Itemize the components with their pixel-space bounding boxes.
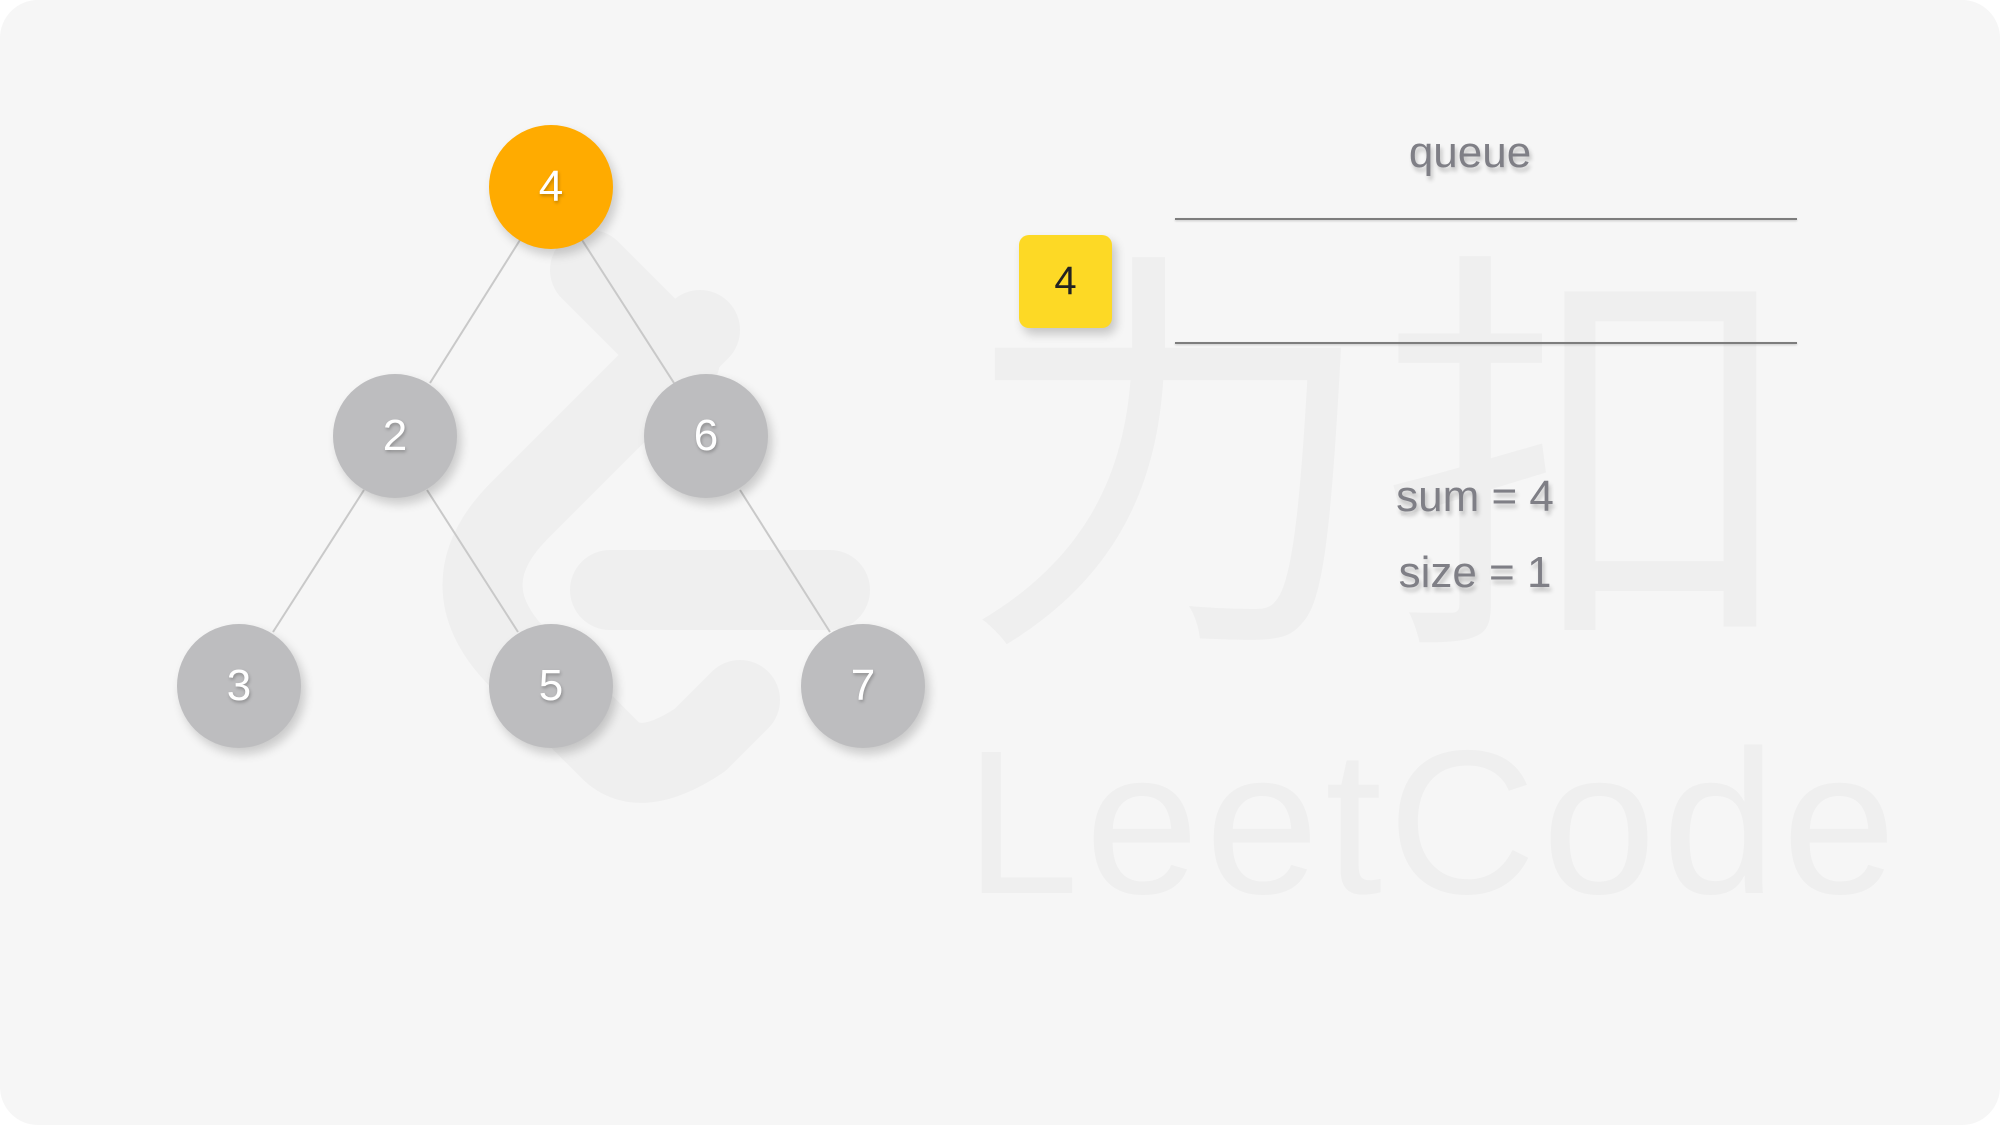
- size-label: size = 1: [1398, 548, 1552, 597]
- queue-bottom-line: [1175, 342, 1797, 344]
- edge-4-2: [429, 239, 521, 384]
- tree-node-6: 6: [644, 374, 768, 498]
- tree-node-3: 3: [177, 624, 301, 748]
- tree-node-4: 4: [489, 125, 613, 249]
- queue-top-line: [1175, 218, 1797, 220]
- edge-2-5: [426, 489, 519, 633]
- edge-6-7: [739, 489, 831, 633]
- sum-label: sum = 4: [1396, 472, 1554, 521]
- queue-title: queue: [1408, 128, 1532, 177]
- tree-node-5: 5: [489, 624, 613, 748]
- edge-4-6: [581, 239, 675, 384]
- queue-item: 4: [1019, 235, 1112, 328]
- tree-node-7: 7: [801, 624, 925, 748]
- tree-node-2: 2: [333, 374, 457, 498]
- edge-2-3: [272, 489, 365, 633]
